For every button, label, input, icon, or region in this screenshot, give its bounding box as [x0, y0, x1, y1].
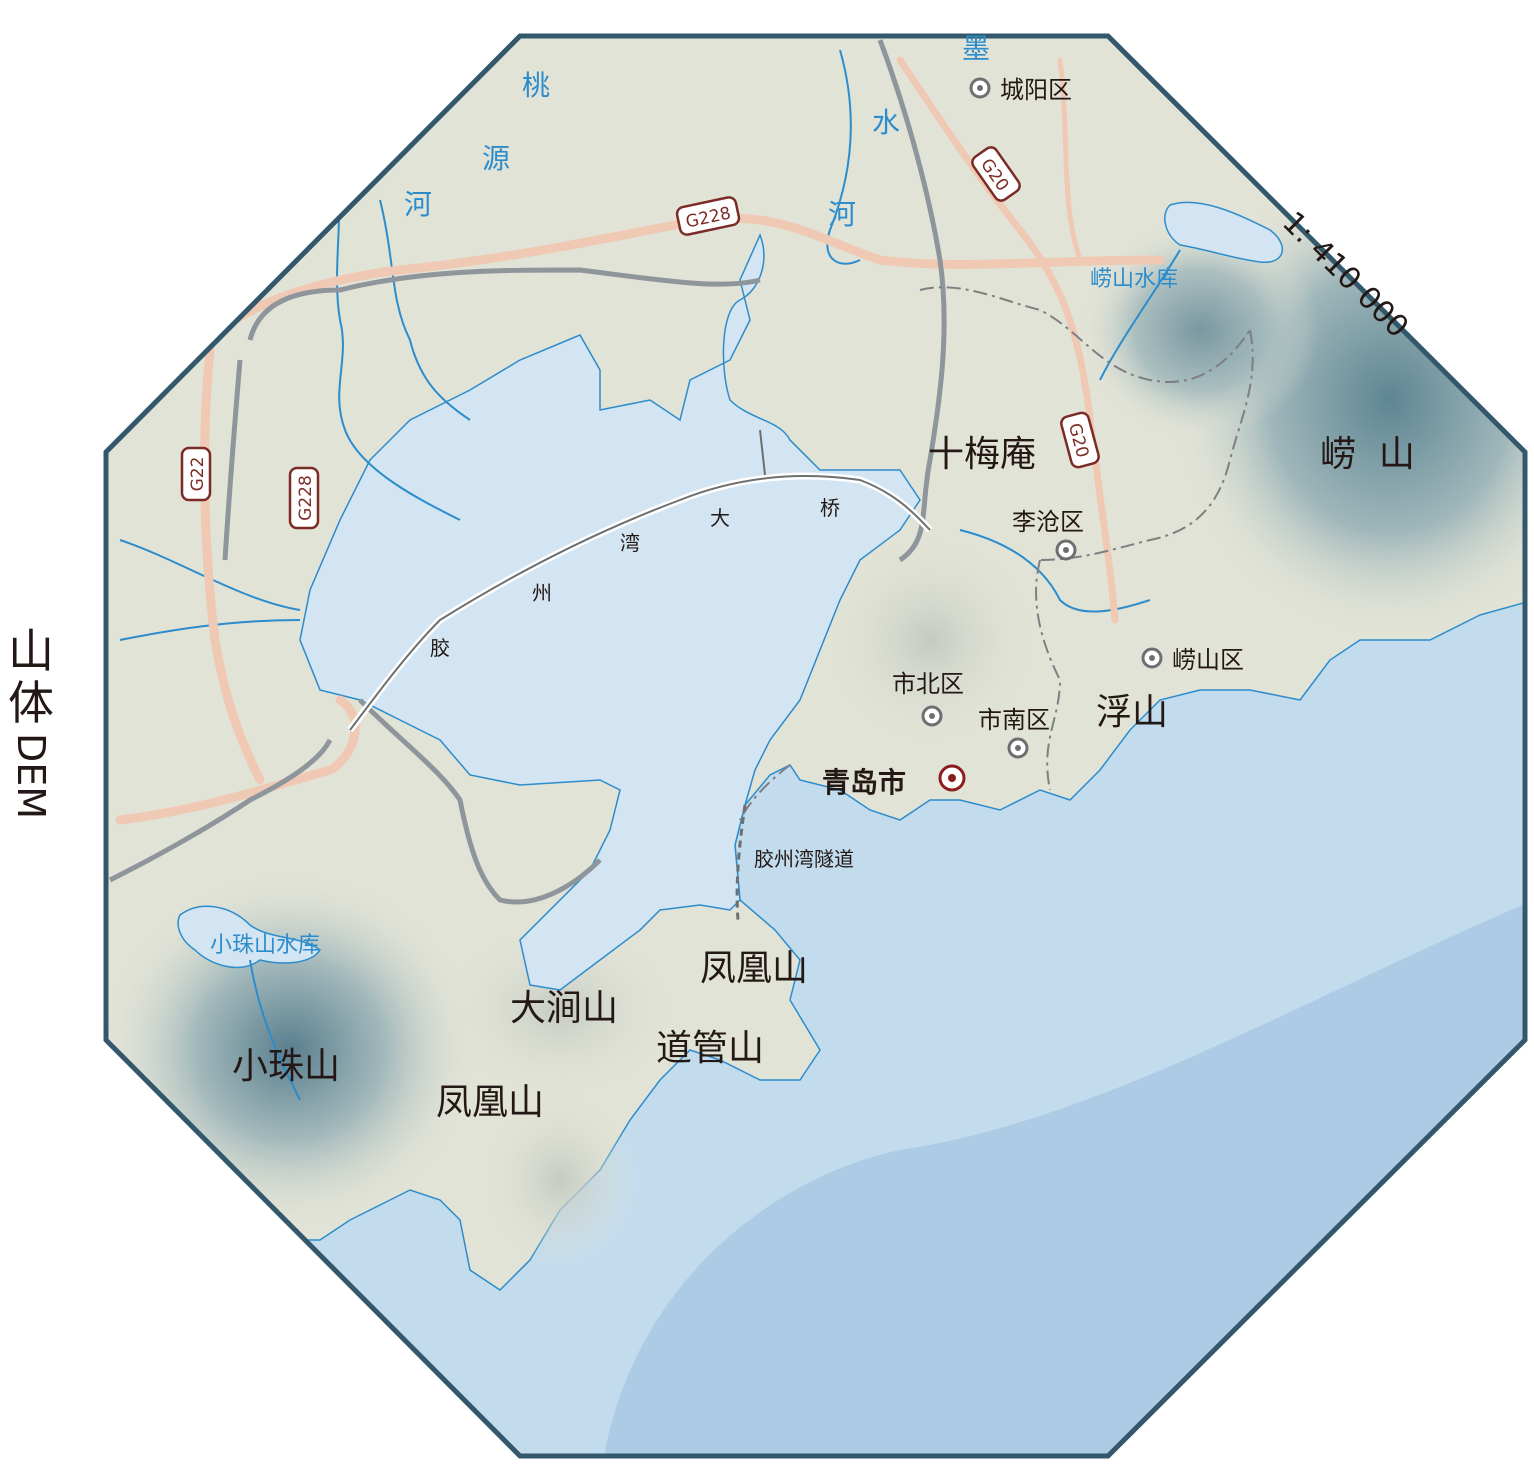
g228-left-shield: G228 — [288, 466, 320, 530]
bridge-label-2: 州 — [532, 581, 552, 605]
dajianshan-relief — [440, 920, 680, 1100]
g22-label: G22 — [188, 457, 208, 492]
fenghuangshan-south-label: 凤凰山 — [436, 1082, 544, 1123]
shinan-marker — [1007, 737, 1029, 759]
qingdao-city-marker — [938, 764, 966, 792]
map-title: 山体 DEM — [8, 625, 54, 819]
bridge-spur — [759, 429, 766, 476]
qingdao-city-label: 青岛市 — [822, 766, 906, 799]
g228-left-label: G228 — [296, 475, 316, 521]
xiaozhushan-label: 小珠山 — [232, 1046, 340, 1087]
shinan-label: 市南区 — [978, 706, 1050, 734]
laoshan-reservoir-label: 崂山水库 — [1090, 267, 1178, 292]
district-points: 城阳区 李沧区 市北区 市南区 崂山区 青岛市 — [822, 76, 1244, 799]
fushan-label: 浮山 — [1096, 692, 1168, 733]
moshui-river-label-1: 墨 — [962, 32, 990, 65]
bridge-label-4: 大 — [710, 506, 730, 530]
g22-shield: G22 — [180, 446, 212, 502]
jiaozhou-bay-bridge — [349, 475, 931, 731]
laoshan-district-label: 崂山区 — [1172, 646, 1244, 674]
bridge-label-5: 桥 — [820, 496, 840, 520]
chengyang-marker — [969, 77, 991, 99]
rails — [108, 39, 947, 905]
laoshan-reservoir — [1164, 201, 1284, 263]
laoshan-label: 崂 山 — [1320, 434, 1415, 475]
fushan-relief — [820, 530, 1040, 750]
moshui-river-label-2: 水 — [872, 106, 900, 139]
xiaozhushan-reservoir-label: 小珠山水库 — [210, 933, 320, 958]
xiaozhushan-reservoir — [177, 905, 322, 969]
taoyuan-river-label-1: 桃 — [522, 69, 550, 102]
licang-marker — [1055, 539, 1077, 561]
licang-label: 李沧区 — [1012, 508, 1084, 536]
jiaozhou-bay-tunnel — [735, 804, 747, 921]
taoyuan-river-label-2: 源 — [482, 142, 510, 175]
laoshan-district-marker — [1141, 647, 1163, 669]
fenghuangshan-relief — [480, 1090, 640, 1270]
map-title-cn: 山体 — [8, 624, 54, 730]
shibei-marker — [921, 705, 943, 727]
chengyang-label: 城阳区 — [1000, 76, 1072, 104]
g228-top-shield: G228 — [675, 196, 741, 236]
shibei-label: 市北区 — [892, 670, 964, 698]
map-frame — [103, 33, 1528, 1459]
laoshan-north-relief — [1080, 220, 1320, 440]
map-title-en: DEM — [9, 733, 53, 820]
mountain-labels: 十梅庵 崂 山 浮山 凤凰山 大涧山 道管山 小珠山 凤凰山 — [232, 434, 1415, 1123]
tunnel-label: 胶州湾隧道 — [754, 847, 854, 871]
daoguanshan-label: 道管山 — [656, 1028, 764, 1069]
river-labels: 桃 源 河 墨 水 河 — [404, 32, 990, 231]
bridge-label-1: 胶 — [430, 636, 450, 660]
fenghuangshan-east-label: 凤凰山 — [700, 948, 808, 989]
district-boundaries — [739, 286, 1254, 821]
moshui-river-label-3: 河 — [828, 198, 856, 231]
g20-top-shield: G20 — [971, 146, 1021, 202]
g20-mid-shield: G20 — [1060, 411, 1100, 469]
taoyuan-river-label-3: 河 — [404, 188, 432, 221]
bridge-label-3: 湾 — [620, 531, 640, 555]
bridge-labels: 胶 州 湾 大 桥 — [430, 496, 840, 660]
shimeian-label: 十梅庵 — [928, 434, 1036, 475]
jiaozhou-bay — [299, 233, 921, 991]
route-shields: G228 G228 G22 G20 G20 — [180, 146, 1100, 530]
dajianshan-label: 大涧山 — [510, 988, 618, 1029]
